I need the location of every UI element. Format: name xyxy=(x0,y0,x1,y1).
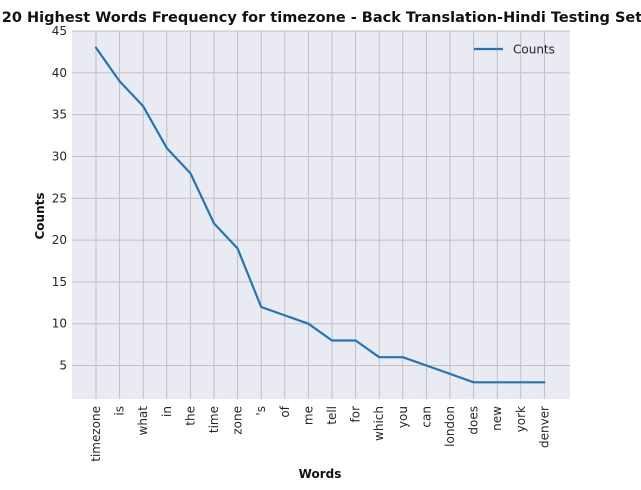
y-tick-label: 15 xyxy=(52,275,67,289)
y-tick-label: 20 xyxy=(52,233,67,247)
x-tick-label: london xyxy=(443,406,457,447)
y-tick-label: 5 xyxy=(59,359,67,373)
y-tick-label: 30 xyxy=(52,149,67,163)
y-tick-label: 45 xyxy=(52,24,67,38)
legend: Counts xyxy=(474,43,555,57)
x-tick-label: york xyxy=(514,406,528,432)
x-tick-label: you xyxy=(396,406,410,428)
y-tick-label: 40 xyxy=(52,66,67,80)
chart-title: 20 Highest Words Frequency for timezone … xyxy=(2,10,641,26)
y-tick-label: 35 xyxy=(52,108,67,122)
x-tick-label: what xyxy=(136,406,150,436)
x-tick-label: me xyxy=(301,406,315,425)
x-tick-label: in xyxy=(160,406,174,417)
series-line-counts xyxy=(94,46,546,384)
x-tick-label: new xyxy=(490,406,504,431)
y-tick-label: 10 xyxy=(52,317,67,331)
y-axis-label: Counts xyxy=(33,192,47,239)
x-tick-label: 's xyxy=(254,406,268,416)
x-axis-label: Words xyxy=(299,467,342,481)
x-tick-label: for xyxy=(349,406,363,423)
y-tick-labels: 5 10 15 20 25 30 35 40 45 xyxy=(52,24,67,373)
x-tick-label: zone xyxy=(231,406,245,435)
x-gridlines xyxy=(95,31,545,399)
x-tick-label: of xyxy=(278,405,292,417)
x-tick-label: is xyxy=(113,406,127,416)
x-tick-label: the xyxy=(183,406,197,426)
y-tick-label: 25 xyxy=(52,191,67,205)
x-tick-label: time xyxy=(207,406,221,433)
x-tick-label: tell xyxy=(325,406,339,425)
x-tick-labels: timezone is what in the time zone's of me tell for… xyxy=(89,405,551,462)
legend-label-counts: Counts xyxy=(513,43,555,57)
plot-area xyxy=(72,31,570,399)
x-tick-label: does xyxy=(467,406,481,435)
x-tick-label: can xyxy=(419,406,433,428)
y-gridlines xyxy=(72,30,570,367)
x-tick-label: denver xyxy=(537,406,551,448)
x-tick-label: timezone xyxy=(89,406,103,462)
x-tick-label: which xyxy=(372,406,386,441)
